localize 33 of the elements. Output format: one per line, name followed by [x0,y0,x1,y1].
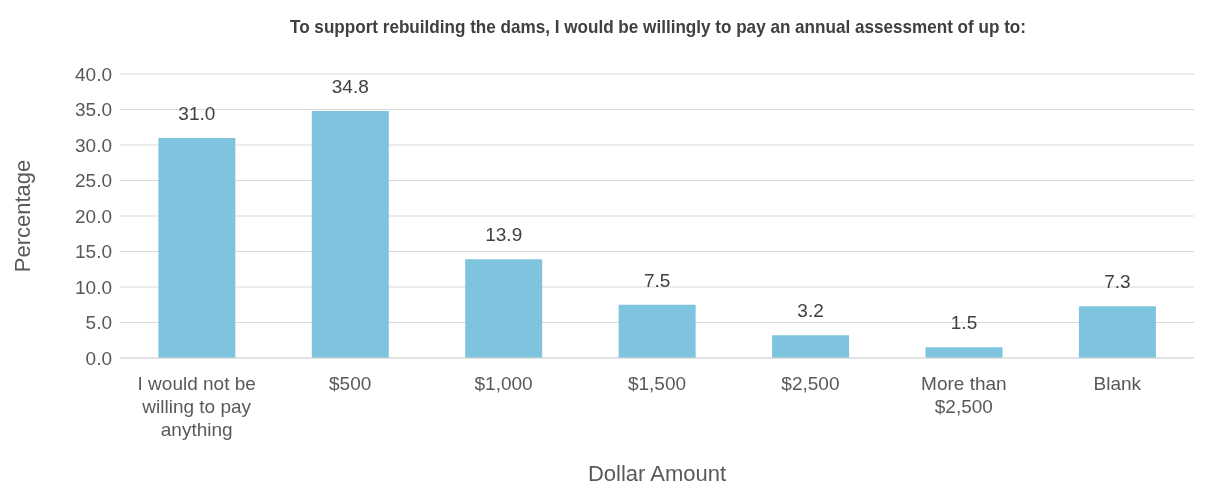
x-tick-label: $1,500 [627,373,687,394]
bar [311,110,389,358]
y-tick-label: 35.0 [75,99,112,121]
bar [772,335,850,358]
y-tick-label: 25.0 [75,170,112,192]
bar [1078,306,1156,358]
bar [158,137,236,358]
x-axis-title: Dollar Amount [587,461,727,486]
data-label: 13.9 [485,224,523,246]
bar [618,304,696,358]
data-label: 31.0 [178,102,216,124]
data-label: 7.3 [1104,271,1131,293]
y-tick-label: 40.0 [75,63,112,85]
x-tick-label: More than $2,500 [921,373,1007,417]
y-axis-title: Percentage [9,159,35,273]
x-tick-label: $1,000 [474,373,533,394]
x-tick-label: $2,500 [781,373,840,394]
y-tick-label: 0.0 [85,347,112,369]
data-label: 7.5 [643,269,671,291]
bar [465,259,543,358]
chart-title: To support rebuilding the dams, I would be willingly to pay an annual assessment of up to: [289,16,1027,38]
data-label: 3.2 [797,300,824,322]
y-tick-label: 10.0 [75,276,112,298]
y-tick-label: 20.0 [75,205,112,227]
x-tick-label: Blank [1093,373,1142,394]
bar [925,347,1003,358]
x-tick-label: $500 [329,373,372,394]
y-tick-label: 5.0 [85,312,112,334]
data-label: 1.5 [950,312,978,334]
y-tick-label: 15.0 [75,241,112,263]
x-tick-label: I would not be willing to pay anything [137,373,256,440]
y-tick-label: 30.0 [75,134,112,156]
data-label: 34.8 [331,75,369,97]
